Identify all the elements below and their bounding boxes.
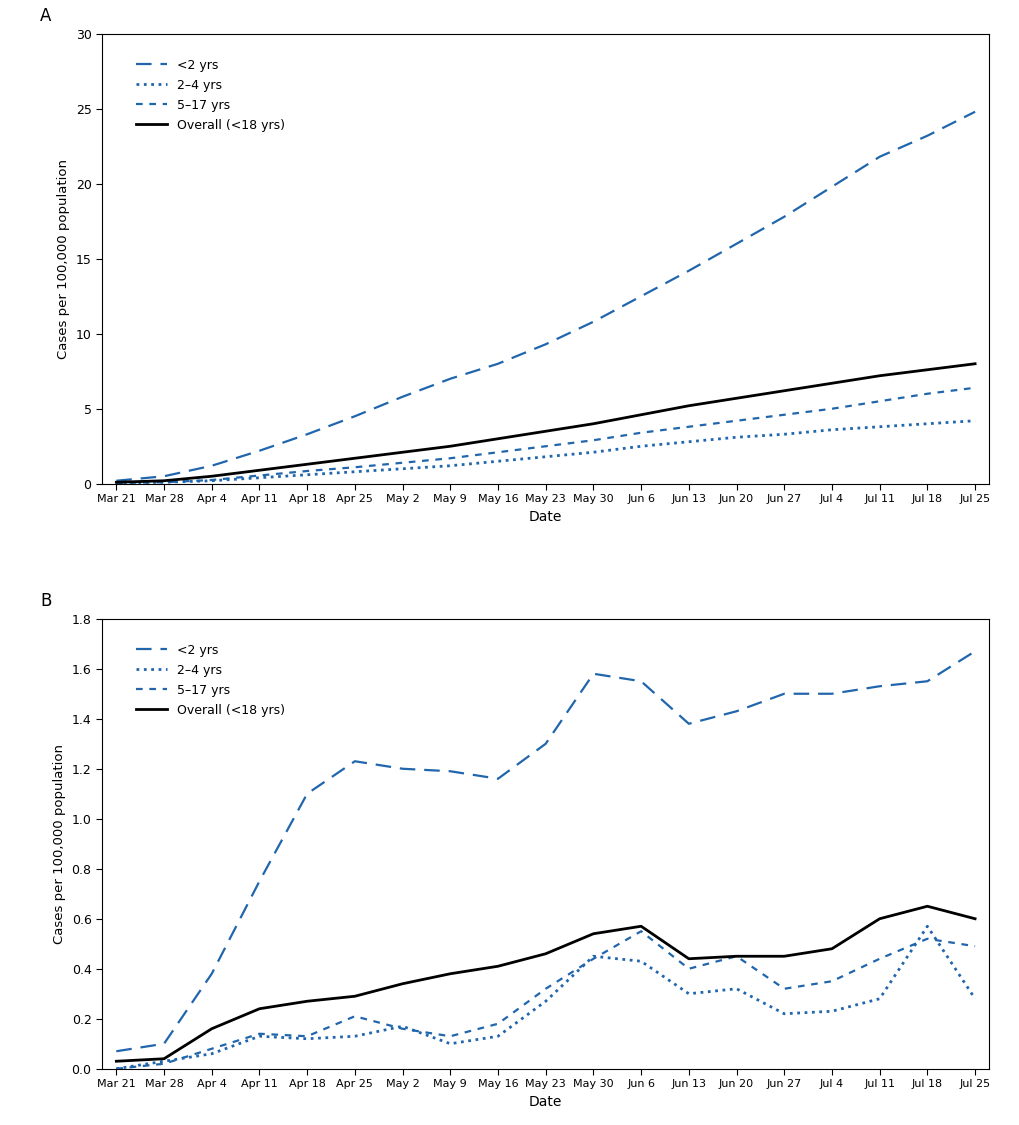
- Legend: <2 yrs, 2–4 yrs, 5–17 yrs, Overall (<18 yrs): <2 yrs, 2–4 yrs, 5–17 yrs, Overall (<18 …: [126, 50, 294, 142]
- Legend: <2 yrs, 2–4 yrs, 5–17 yrs, Overall (<18 yrs): <2 yrs, 2–4 yrs, 5–17 yrs, Overall (<18 …: [126, 634, 294, 727]
- Y-axis label: Cases per 100,000 population: Cases per 100,000 population: [57, 159, 70, 359]
- X-axis label: Date: Date: [529, 510, 561, 524]
- X-axis label: Date: Date: [529, 1095, 561, 1109]
- Text: A: A: [40, 7, 51, 25]
- Text: B: B: [40, 592, 51, 610]
- Y-axis label: Cases per 100,000 population: Cases per 100,000 population: [53, 744, 66, 944]
